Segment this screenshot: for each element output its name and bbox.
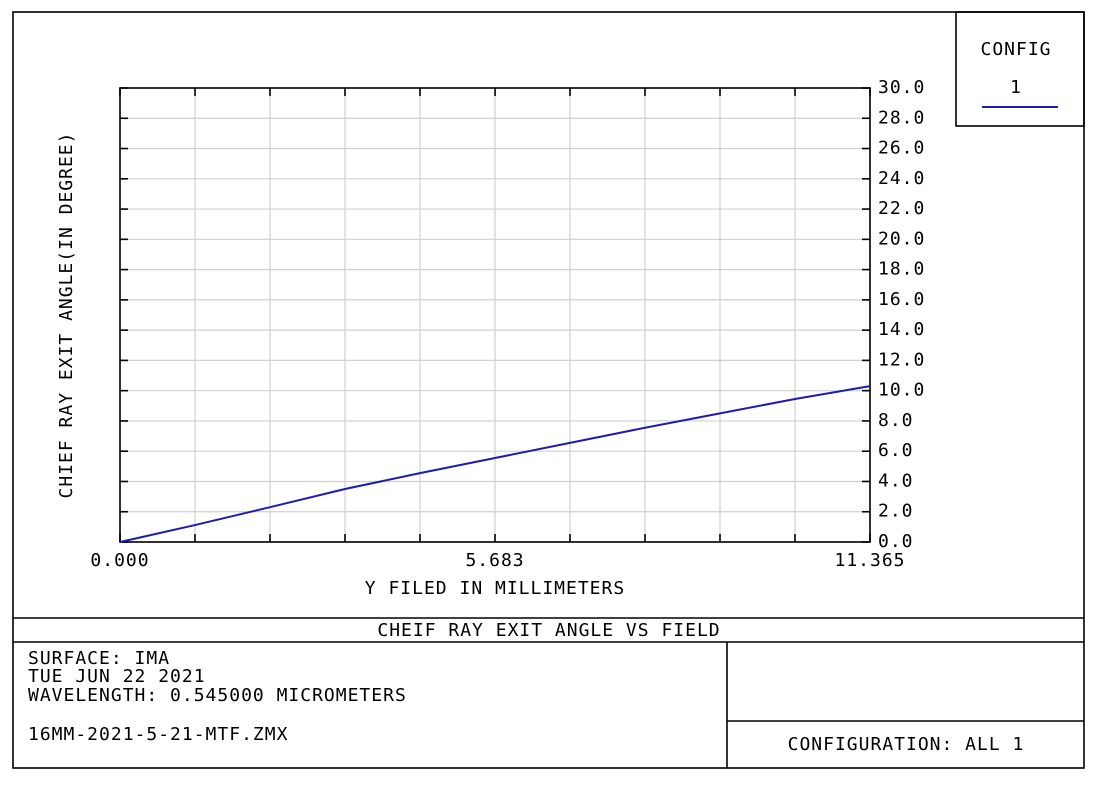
- info-file: 16MM-2021-5-21-MTF.ZMX: [28, 724, 288, 745]
- info-surface: SURFACE: IMA: [28, 648, 170, 669]
- outer-frame: [12, 11, 1085, 769]
- y-tick-label: 14.0: [878, 319, 925, 340]
- y-tick-label: 22.0: [878, 198, 925, 219]
- chart-title: CHEIF RAY EXIT ANGLE VS FIELD: [377, 620, 720, 641]
- y-tick-label: 6.0: [878, 440, 914, 461]
- x-tick-label: 11.365: [834, 550, 905, 571]
- y-tick-label: 8.0: [878, 410, 914, 431]
- y-tick-label: 28.0: [878, 107, 925, 128]
- y-tick-label: 26.0: [878, 138, 925, 159]
- y-tick-label: 10.0: [878, 380, 925, 401]
- legend-title: CONFIG: [980, 39, 1051, 60]
- x-tick-label: 0.000: [90, 550, 149, 571]
- info-wavelength: WAVELENGTH: 0.545000 MICROMETERS: [28, 685, 407, 706]
- data-line: [119, 385, 871, 543]
- x-axis-label: Y FILED IN MILLIMETERS: [365, 578, 625, 599]
- y-tick-label: 0.0: [878, 531, 914, 552]
- y-axis-label: CHIEF RAY EXIT ANGLE(IN DEGREE): [56, 132, 77, 499]
- info-configuration: CONFIGURATION: ALL 1: [788, 734, 1025, 755]
- y-tick-label: 16.0: [878, 289, 925, 310]
- y-tick-label: 30.0: [878, 77, 925, 98]
- y-tick-label: 12.0: [878, 349, 925, 370]
- y-tick-label: 20.0: [878, 228, 925, 249]
- info-date: TUE JUN 22 2021: [28, 666, 206, 687]
- y-tick-label: 2.0: [878, 501, 914, 522]
- legend-label: 1: [1010, 77, 1022, 98]
- x-tick-label: 5.683: [465, 550, 524, 571]
- legend-box: [955, 11, 1085, 127]
- y-tick-label: 4.0: [878, 470, 914, 491]
- y-tick-label: 24.0: [878, 168, 925, 189]
- y-tick-label: 18.0: [878, 259, 925, 280]
- plot-frame: [119, 87, 871, 543]
